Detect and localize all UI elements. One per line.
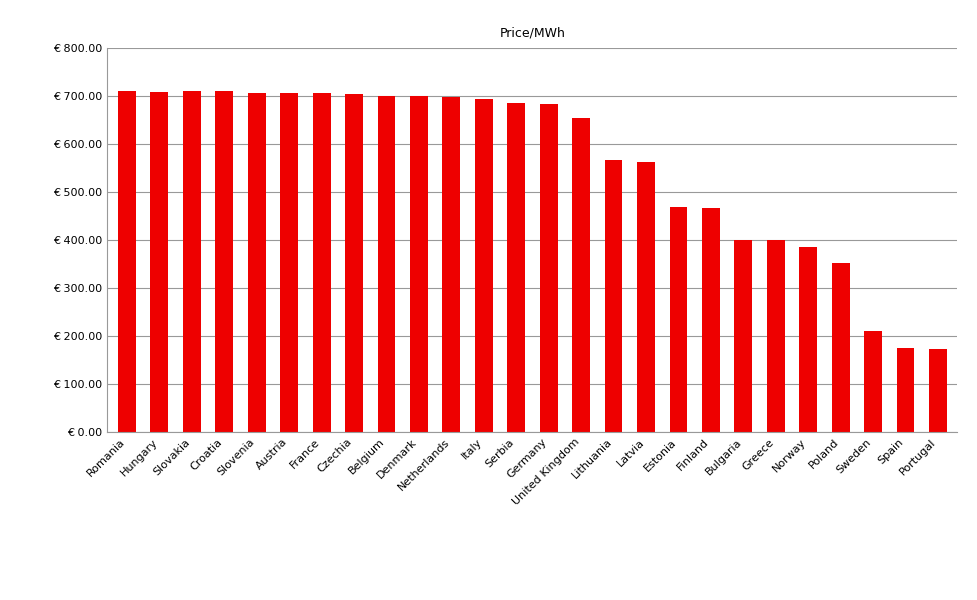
Bar [767,239,785,432]
Bar [313,93,330,432]
Bar [573,118,590,432]
Bar [605,160,622,432]
Bar [735,239,752,432]
Bar [377,96,396,432]
Bar [215,91,234,432]
Bar [443,97,460,432]
Bar [637,162,655,432]
Bar [118,91,136,432]
Bar [831,263,850,432]
Bar [150,92,168,432]
Bar [929,349,947,432]
Bar [345,94,362,432]
Bar [475,99,492,432]
Bar [248,92,266,432]
Title: Price/MWh: Price/MWh [499,27,566,40]
Bar [410,96,428,432]
Bar [507,103,526,432]
Bar [539,104,558,432]
Bar [799,247,817,432]
Bar [183,91,200,432]
Bar [702,208,720,432]
Bar [865,331,882,432]
Bar [280,92,298,432]
Bar [897,349,914,432]
Bar [669,208,688,432]
